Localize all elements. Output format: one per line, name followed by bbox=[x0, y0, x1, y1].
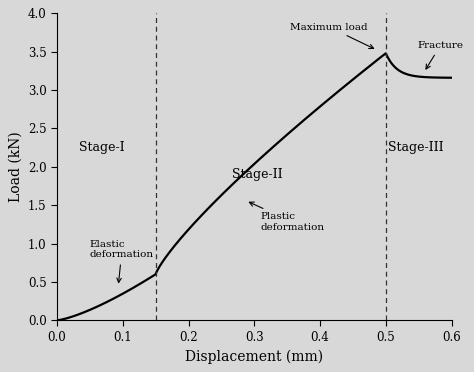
X-axis label: Displacement (mm): Displacement (mm) bbox=[185, 349, 323, 364]
Text: Stage-III: Stage-III bbox=[388, 141, 443, 154]
Text: Stage-I: Stage-I bbox=[79, 141, 125, 154]
Text: Elastic
deformation: Elastic deformation bbox=[90, 240, 154, 283]
Text: Plastic
deformation: Plastic deformation bbox=[249, 202, 325, 232]
Text: Fracture: Fracture bbox=[417, 41, 463, 69]
Text: Maximum load: Maximum load bbox=[291, 23, 374, 48]
Text: Stage-II: Stage-II bbox=[232, 168, 283, 181]
Y-axis label: Load (kN): Load (kN) bbox=[9, 131, 22, 202]
